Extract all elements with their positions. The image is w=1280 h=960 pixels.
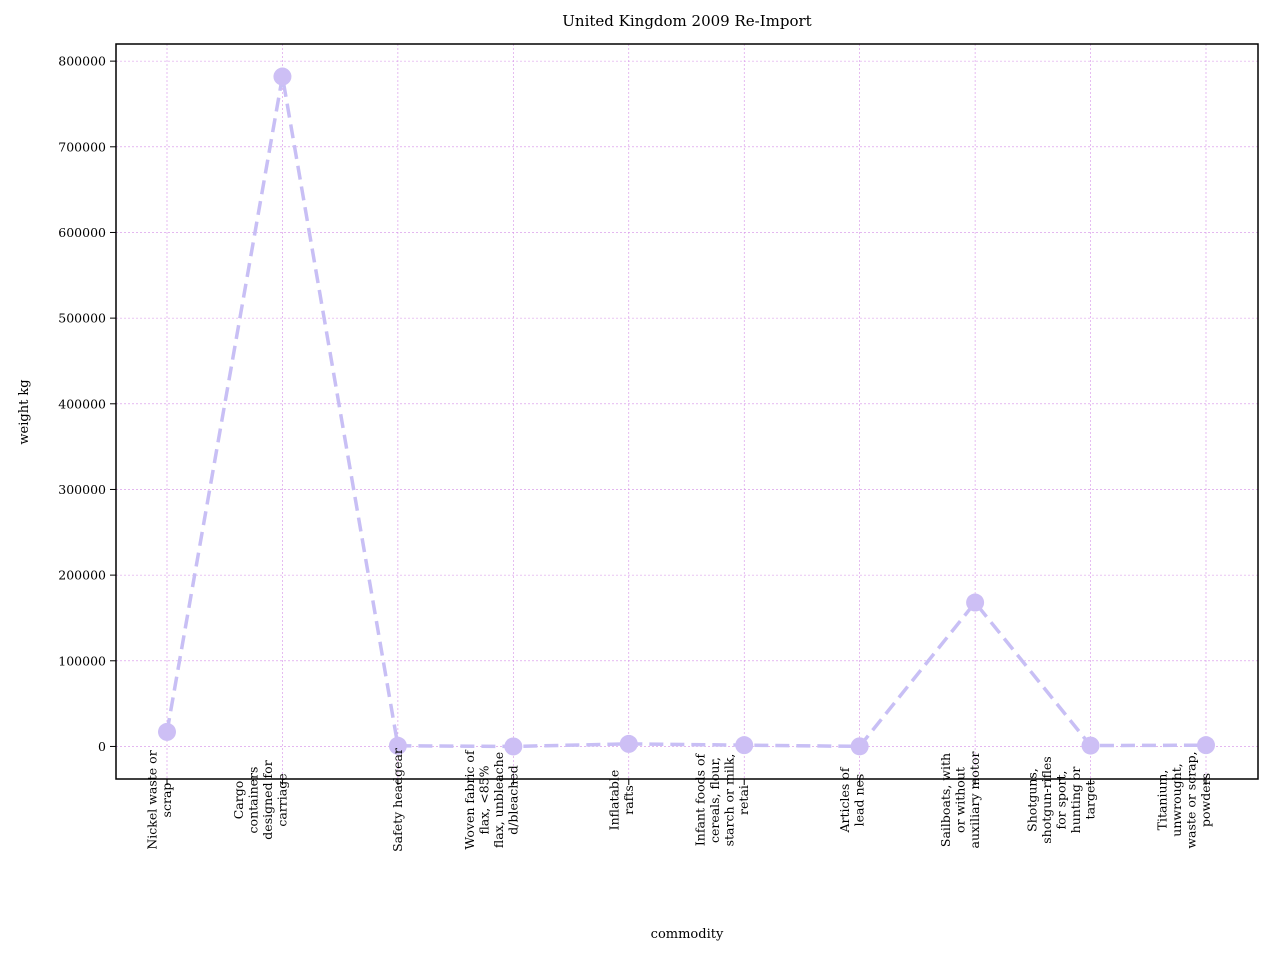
- chart-title: United Kingdom 2009 Re-Import: [562, 12, 811, 30]
- series-line: [165, 76, 1207, 749]
- y-tick-label: 100000: [58, 653, 106, 668]
- data-point: [1081, 736, 1100, 755]
- data-point: [388, 736, 407, 755]
- data-point: [966, 593, 985, 612]
- x-tick-label: Woven fabric offlax, <85%flax, unbleache…: [462, 749, 521, 850]
- x-axis: Nickel waste orscrap Cargocontainersdesig…: [145, 748, 1214, 852]
- x-tick-label: Titanium,unwrought,waste or scrap,powder…: [1155, 751, 1214, 848]
- plot-frame: [115, 43, 1259, 780]
- grid-lines: [116, 44, 1258, 779]
- data-point: [735, 736, 754, 755]
- x-tick-label: Sailboats, withor withoutauxiliary motor: [938, 752, 982, 849]
- y-tick-label: 400000: [58, 396, 106, 411]
- y-tick-label: 0: [98, 739, 106, 754]
- x-tick-label: Nickel waste orscrap: [145, 750, 175, 849]
- data-point: [1197, 736, 1215, 755]
- y-tick-label: 700000: [58, 139, 106, 154]
- data-point: [273, 67, 292, 86]
- y-tick-label: 800000: [58, 54, 106, 69]
- y-tick-label: 300000: [58, 482, 106, 497]
- x-tick-label: Articles oflead nes: [837, 766, 867, 833]
- data-point: [619, 734, 638, 753]
- data-point: [158, 722, 176, 741]
- data-series: [158, 67, 1215, 756]
- x-tick-label: Inflatablerafts: [606, 770, 636, 831]
- x-tick-label: Infant foods ofcereals, flour,starch or …: [693, 752, 752, 846]
- data-point: [504, 737, 523, 756]
- data-point: [850, 737, 869, 756]
- y-tick-label: 600000: [58, 225, 106, 240]
- y-tick-label: 500000: [58, 311, 106, 326]
- x-tick-label: Shotguns,shotgun-riflesfor sport,hunting…: [1025, 756, 1098, 843]
- y-axis: 0 100000 200000 300000 400000 500000 600000 700…: [58, 54, 116, 754]
- y-axis-label: weight kg: [17, 379, 32, 444]
- x-tick-label: Cargocontainersdesigned forcarriage: [231, 760, 290, 839]
- y-tick-label: 200000: [58, 568, 106, 583]
- x-tick-label: Safety headgear: [390, 748, 405, 852]
- x-axis-label: commodity: [651, 927, 724, 942]
